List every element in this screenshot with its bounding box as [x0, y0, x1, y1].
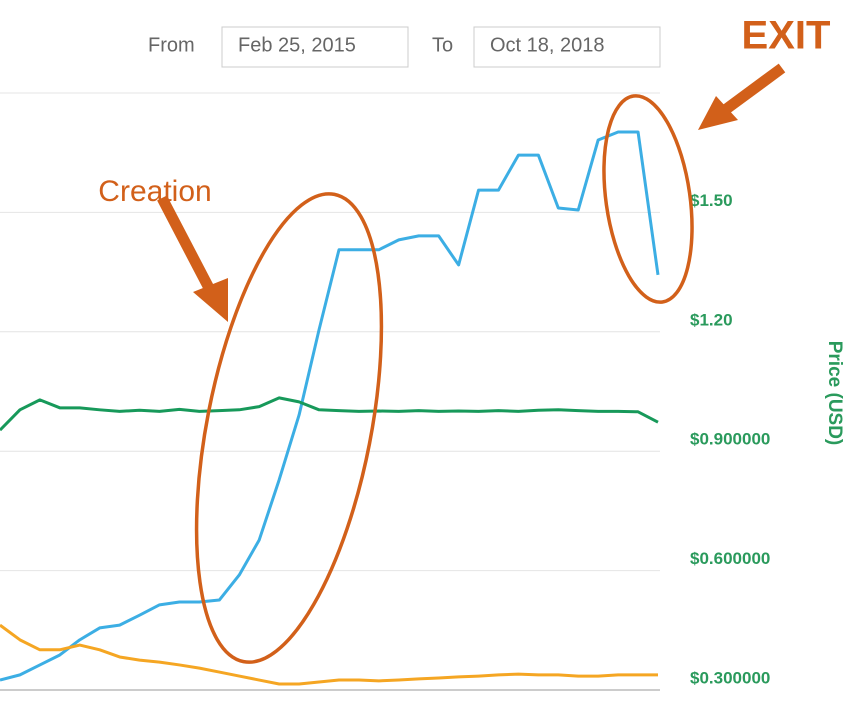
from-date: Feb 25, 2015 — [238, 34, 356, 56]
creation-arrow — [157, 195, 215, 293]
plot-area: $0.300000 $0.600000 $0.900000 $1.20 $1.50 — [0, 92, 770, 691]
series-line — [0, 396, 659, 432]
from-label: From — [148, 34, 195, 56]
y-tick-label: $0.600000 — [690, 549, 770, 568]
exit-ellipse — [602, 94, 694, 304]
from-input[interactable] — [221, 26, 409, 68]
to-label: To — [432, 34, 453, 56]
y-tick-label: $0.900000 — [690, 430, 770, 449]
exit-arrow — [721, 63, 786, 115]
y-axis-label: Price (USD) — [824, 341, 845, 446]
exit-annotation: EXIT — [742, 14, 831, 58]
series-line — [0, 130, 660, 682]
y-tick-label: $1.20 — [690, 310, 733, 329]
series-line — [0, 623, 658, 686]
annotations: Creation EXIT — [98, 14, 831, 664]
y-tick-label: $1.50 — [690, 191, 733, 210]
exit-arrow-head — [698, 96, 738, 130]
creation-ellipse — [194, 192, 384, 664]
creation-annotation: Creation — [98, 175, 211, 208]
to-date: Oct 18, 2018 — [490, 34, 605, 56]
y-tick-label: $0.300000 — [690, 668, 770, 687]
to-input[interactable] — [473, 26, 661, 68]
creation-arrow-head — [193, 278, 228, 322]
